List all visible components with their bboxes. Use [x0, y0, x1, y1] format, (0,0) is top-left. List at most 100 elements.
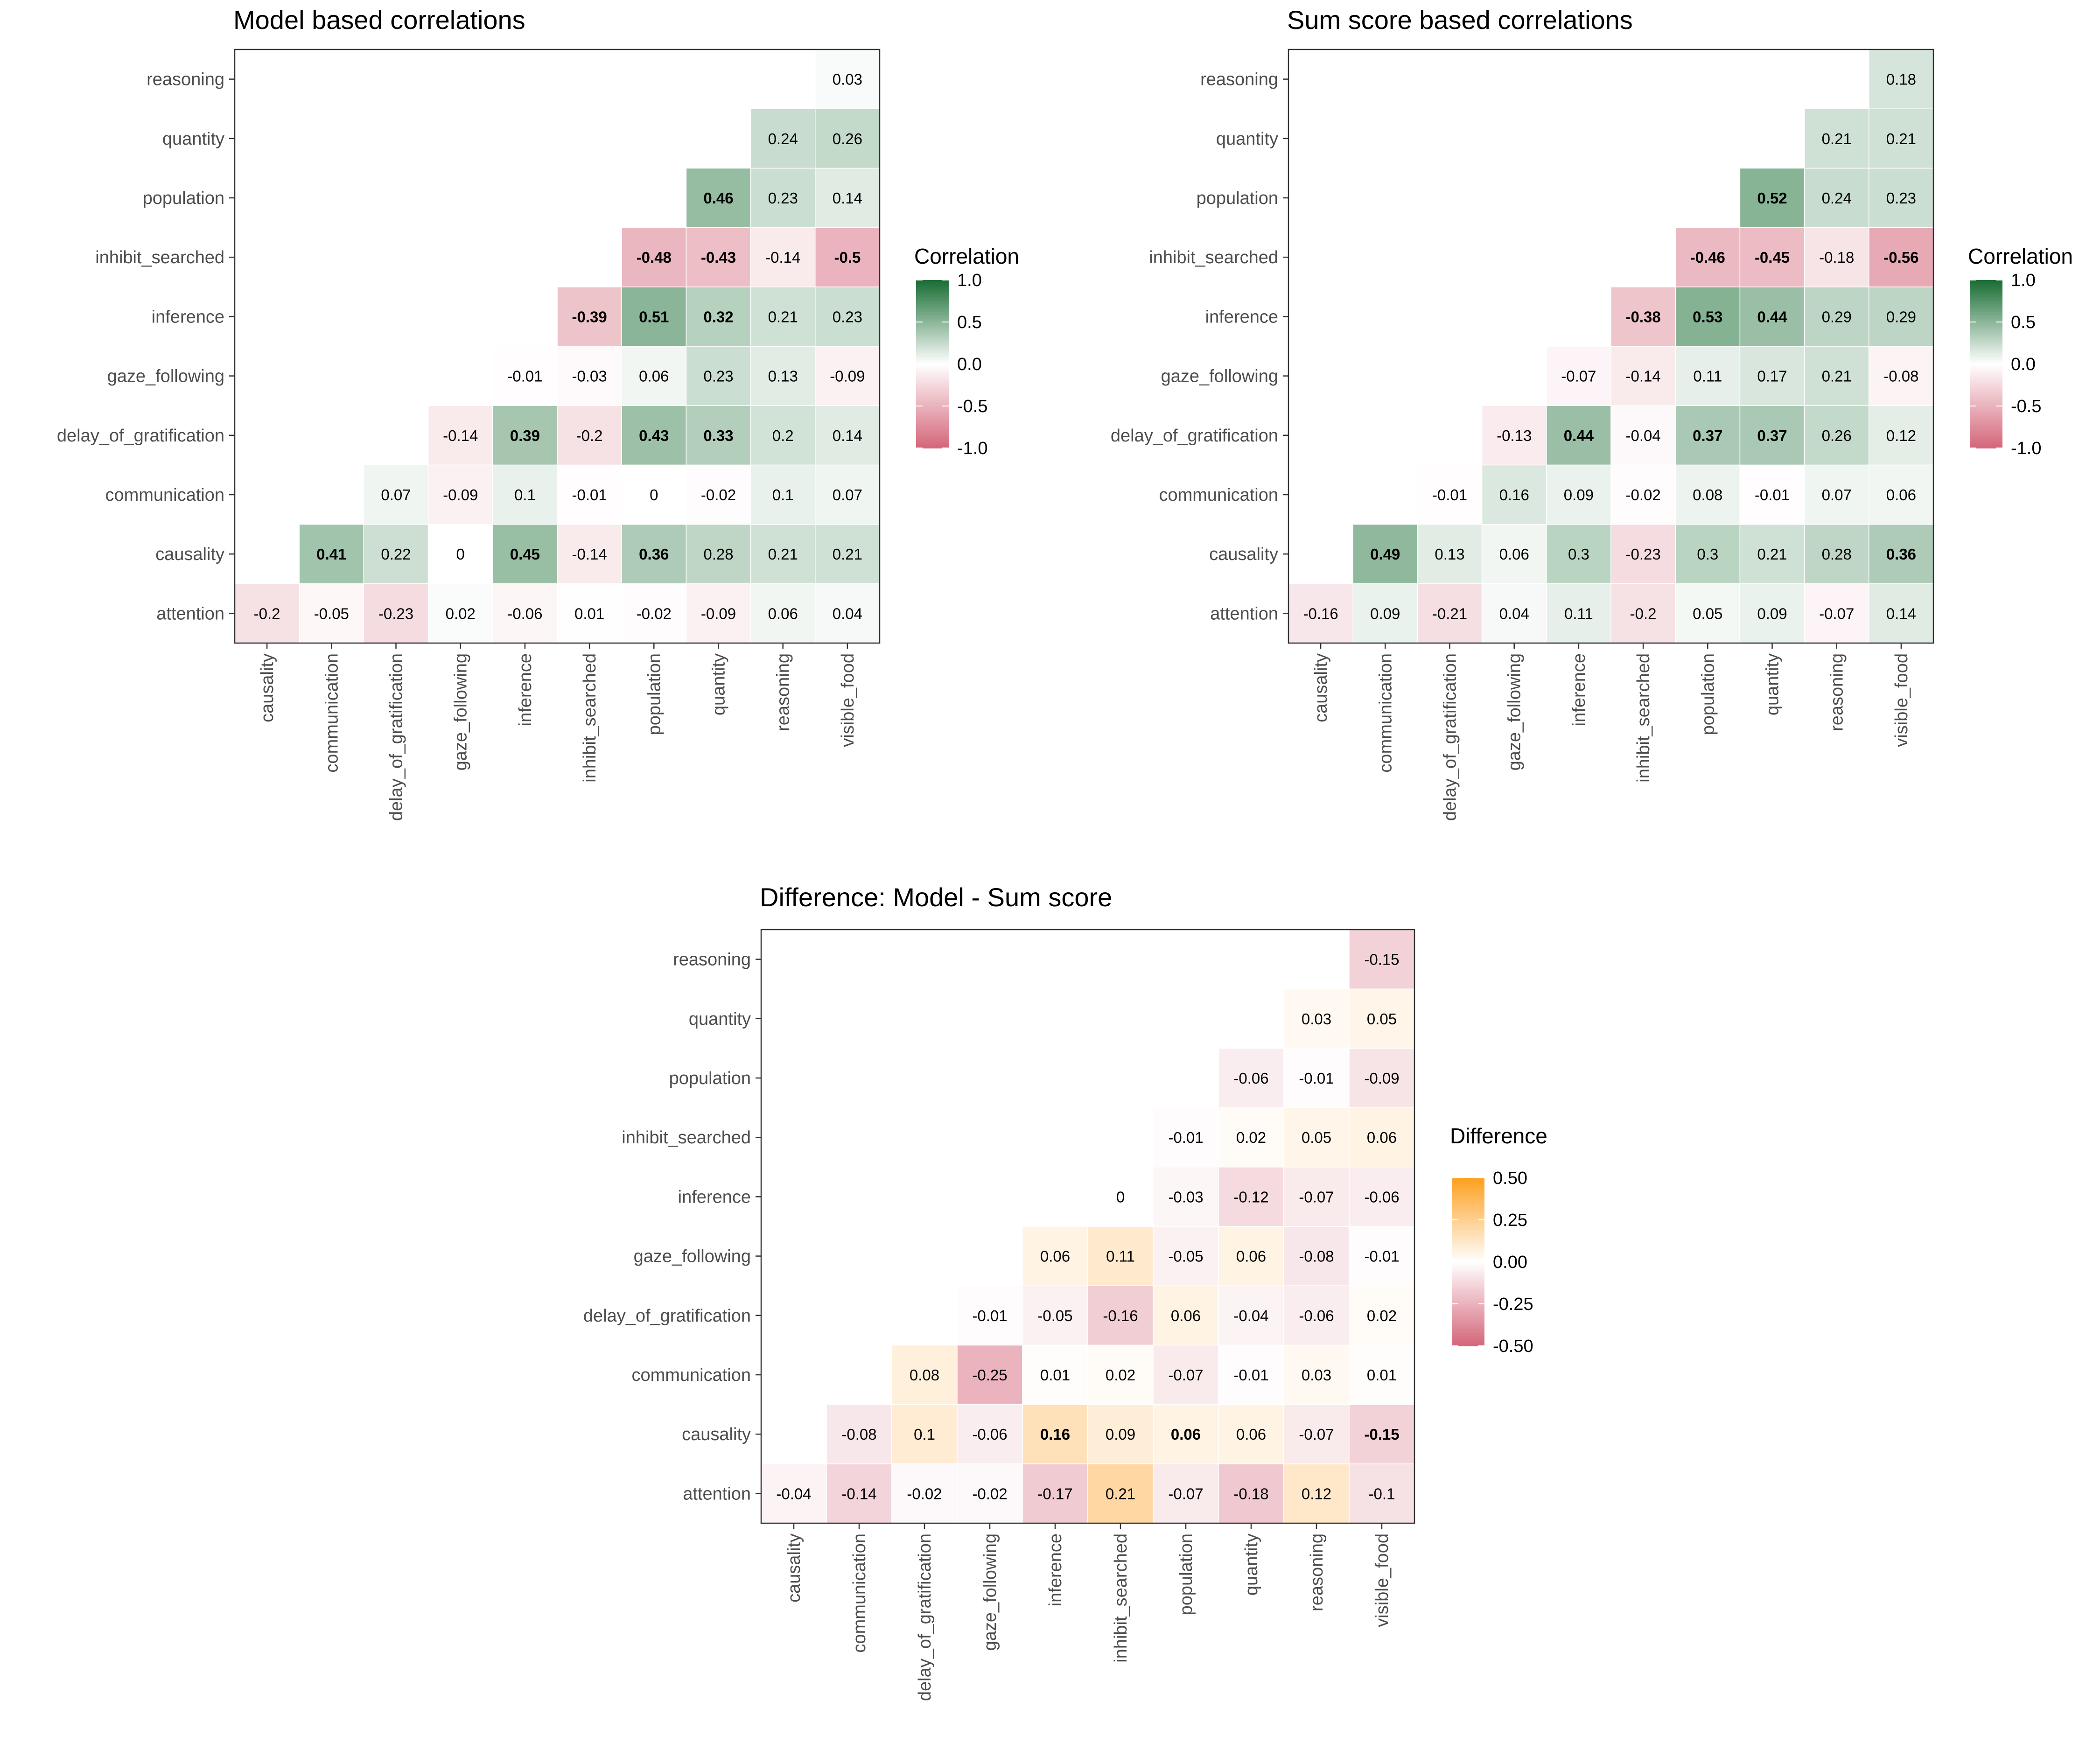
- legend-gradient-step: [1970, 304, 2002, 306]
- cell-value-label: 0.24: [768, 130, 798, 147]
- heatmap-cell: [1283, 1167, 1350, 1227]
- heatmap-cell: [1481, 524, 1547, 584]
- legend-gradient-step: [1452, 1186, 1484, 1188]
- legend-gradient-step: [916, 291, 949, 293]
- y-tick-label: gaze_following: [634, 1247, 751, 1267]
- legend-gradient-step: [1970, 298, 2002, 300]
- legend-gradient-step: [916, 302, 949, 304]
- heatmap-cell: [299, 524, 364, 584]
- heatmap-cell: [363, 464, 429, 525]
- legend-gradient-step: [916, 300, 949, 301]
- legend-gradient-step: [916, 409, 949, 411]
- x-tick-label: causality: [784, 1533, 804, 1603]
- cell-value-label: -0.08: [841, 1426, 876, 1443]
- heatmap-cell: [427, 583, 493, 644]
- legend-gradient-step: [1970, 288, 2002, 290]
- x-tick-label: inhibit_searched: [1111, 1533, 1131, 1663]
- y-tick-label: delay_of_gratification: [583, 1306, 751, 1326]
- heatmap-cell: [1481, 405, 1547, 466]
- y-tick-label: population: [143, 189, 224, 208]
- legend-gradient-step: [916, 414, 949, 416]
- legend-gradient-step: [1452, 1333, 1484, 1335]
- y-tick-label: reasoning: [1200, 70, 1278, 90]
- legend-gradient-step: [1970, 437, 2002, 439]
- legend-gradient-step: [916, 347, 949, 349]
- cell-value-label: 0.29: [1886, 308, 1916, 325]
- heatmap-cell: [1218, 1048, 1284, 1108]
- cell-value-label: -0.07: [1561, 368, 1596, 385]
- heatmap-cell: [1869, 287, 1934, 347]
- legend-gradient-step: [1452, 1262, 1484, 1264]
- cell-value-label: -0.05: [1037, 1307, 1072, 1324]
- legend-gradient-step: [916, 434, 949, 436]
- legend-gradient-step: [1970, 417, 2002, 419]
- cell-value-label: 0.02: [446, 605, 476, 622]
- legend-gradient-step: [1452, 1329, 1484, 1331]
- heatmap-cell: [1087, 1167, 1154, 1227]
- legend-gradient-step: [916, 428, 949, 430]
- y-tick-label: population: [1197, 189, 1278, 208]
- legend-gradient-step: [916, 308, 949, 310]
- legend-gradient-step: [1970, 349, 2002, 350]
- legend-gradient-step: [1452, 1286, 1484, 1288]
- legend-gradient-step: [1452, 1203, 1484, 1205]
- legend-gradient-step: [1970, 370, 2002, 371]
- legend-gradient-step: [916, 407, 949, 409]
- panel-border: [760, 929, 1415, 1524]
- legend-gradient-step: [1452, 1277, 1484, 1279]
- heatmap-cell: [1283, 1107, 1350, 1168]
- cell-value-label: 0.21: [833, 546, 862, 563]
- heatmap-cell: [1804, 405, 1869, 466]
- y-tick-label: reasoning: [673, 950, 751, 970]
- legend-gradient-step: [1970, 367, 2002, 369]
- legend-gradient-step: [1452, 1196, 1484, 1198]
- legend-gradient-step: [916, 284, 949, 286]
- legend-gradient-step: [916, 393, 949, 395]
- x-tick-label: inference: [1046, 1533, 1065, 1606]
- legend-gradient-step: [1452, 1227, 1484, 1229]
- legend-gradient-step: [1970, 420, 2002, 422]
- cell-value-label: 0.21: [1106, 1485, 1135, 1502]
- cell-value-label: -0.2: [576, 427, 603, 444]
- legend-gradient-step: [1970, 295, 2002, 297]
- legend-gradient-step: [1970, 395, 2002, 397]
- legend-gradient-step: [916, 363, 949, 364]
- legend-gradient-step: [1970, 329, 2002, 331]
- legend-gradient-step: [1452, 1287, 1484, 1289]
- legend-gradient-step: [1452, 1213, 1484, 1215]
- legend-gradient-step: [916, 368, 949, 370]
- legend-gradient-step: [1970, 371, 2002, 373]
- cell-value-label: -0.01: [1432, 486, 1467, 504]
- cell-value-label: 0.26: [1822, 427, 1852, 444]
- legend-gradient-step: [916, 447, 949, 448]
- cell-value-label: 0.23: [703, 368, 733, 385]
- legend-gradient-step: [1452, 1218, 1484, 1220]
- legend-gradient-step: [916, 435, 949, 437]
- cell-value-label: -0.06: [1299, 1307, 1334, 1324]
- legend-gradient-step: [916, 431, 949, 433]
- legend-gradient-step: [1452, 1195, 1484, 1197]
- cell-value-label: 0.01: [1040, 1366, 1070, 1384]
- cell-value-label: -0.05: [314, 605, 349, 622]
- cell-value-label: 0.39: [510, 427, 540, 444]
- legend-gradient-step: [1970, 280, 2002, 282]
- legend-gradient-step: [1970, 400, 2002, 402]
- legend-gradient-step: [1452, 1193, 1484, 1195]
- legend-gradient-step: [1970, 287, 2002, 289]
- heatmap-cell: [815, 346, 880, 406]
- legend-gradient-step: [1452, 1284, 1484, 1286]
- legend-gradient-step: [1970, 326, 2002, 328]
- legend-gradient-step: [1452, 1295, 1484, 1297]
- y-tick-label: delay_of_gratification: [1111, 426, 1278, 446]
- legend-gradient-step: [1452, 1199, 1484, 1201]
- x-tick-label: visible_food: [838, 653, 858, 747]
- legend-gradient-step: [1452, 1178, 1484, 1180]
- legend-gradient-step: [1970, 438, 2002, 440]
- cell-value-label: 0.45: [510, 546, 540, 563]
- legend-gradient-step: [1970, 344, 2002, 346]
- legend-gradient-step: [1452, 1281, 1484, 1283]
- legend-gradient-step: [1970, 364, 2002, 366]
- legend-tick-label: 0.5: [957, 313, 982, 332]
- legend-gradient-step: [916, 378, 949, 380]
- heatmap-cell: [1869, 405, 1934, 466]
